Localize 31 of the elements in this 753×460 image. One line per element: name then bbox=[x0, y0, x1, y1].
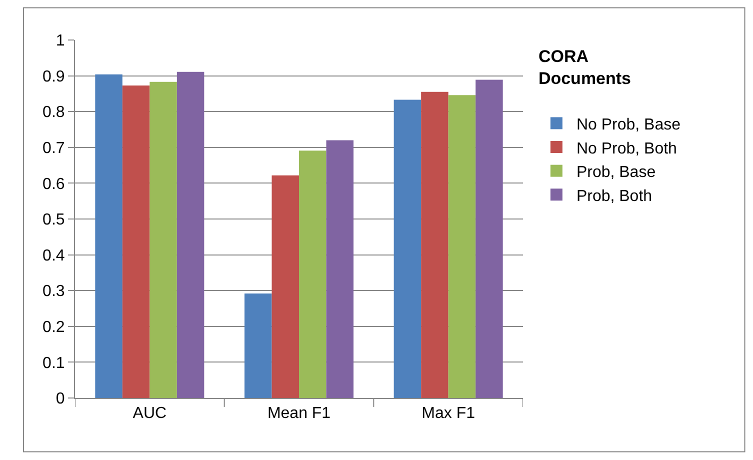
y-tick-label: 0.6 bbox=[42, 176, 65, 193]
bar bbox=[176, 72, 204, 398]
legend-label: Prob, Base bbox=[576, 164, 656, 182]
y-tick-label: 0.1 bbox=[42, 354, 65, 372]
y-tick-label: 0.5 bbox=[42, 212, 65, 229]
y-tick-label: 0.8 bbox=[42, 104, 65, 122]
bar bbox=[95, 74, 122, 398]
y-tick-label: 0.2 bbox=[42, 319, 65, 336]
bar bbox=[326, 140, 354, 398]
x-tick-label: Mean F1 bbox=[267, 405, 331, 422]
x-tick-label: Max F1 bbox=[422, 405, 476, 422]
y-tick-label: 0.9 bbox=[42, 68, 65, 86]
bar bbox=[448, 95, 476, 398]
legend-label: No Prob, Both bbox=[576, 140, 677, 158]
bar bbox=[272, 175, 299, 398]
x-tick-label: AUC bbox=[132, 405, 167, 422]
y-tick-label: 0.4 bbox=[42, 247, 65, 264]
bar bbox=[150, 82, 177, 398]
bar bbox=[394, 100, 422, 398]
y-tick-label: 0.3 bbox=[42, 283, 65, 300]
y-tick-label: 0 bbox=[56, 390, 65, 408]
legend-title: CORA Documents bbox=[538, 47, 632, 88]
y-tick-label: 0.7 bbox=[42, 140, 65, 157]
y-tick-label: 1 bbox=[56, 32, 65, 50]
bar bbox=[299, 150, 326, 398]
bar bbox=[421, 92, 448, 398]
bar bbox=[122, 85, 150, 398]
bar bbox=[476, 80, 503, 398]
legend-label: Prob, Both bbox=[576, 188, 652, 205]
legend-label: No Prob, Base bbox=[576, 116, 681, 134]
bar bbox=[244, 293, 272, 398]
